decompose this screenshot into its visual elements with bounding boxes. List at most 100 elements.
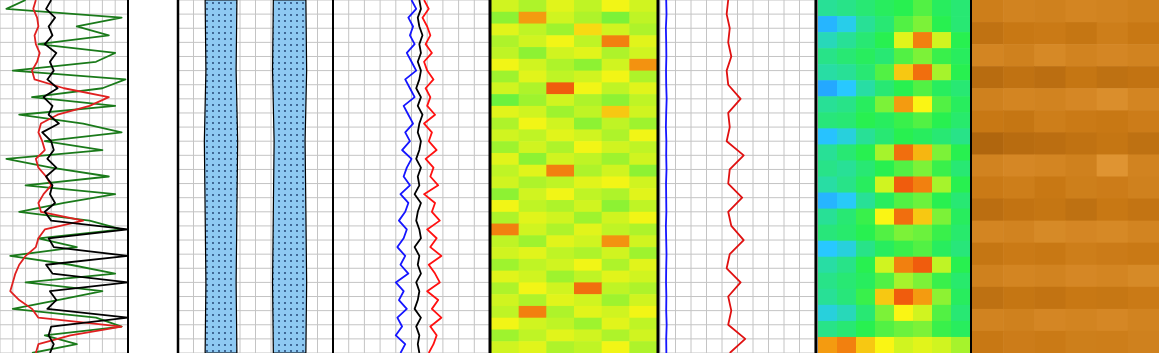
image-cell bbox=[972, 331, 1004, 353]
image-cell bbox=[932, 160, 952, 177]
grid-line-y bbox=[660, 98, 815, 99]
image-cell bbox=[856, 337, 876, 353]
image-cell bbox=[932, 209, 952, 226]
image-cell bbox=[837, 273, 857, 290]
grid-line-x bbox=[25, 0, 26, 353]
image-cell bbox=[546, 306, 574, 318]
image-cell bbox=[913, 225, 933, 242]
grid-line-y bbox=[178, 141, 333, 142]
image-cell bbox=[574, 59, 602, 71]
image-cell bbox=[629, 12, 657, 24]
grid-line-x bbox=[411, 0, 412, 353]
image-cell bbox=[856, 193, 876, 210]
grid-line-y bbox=[660, 70, 815, 71]
image-cell bbox=[629, 259, 657, 271]
image-cell bbox=[875, 225, 895, 242]
image-cell bbox=[1034, 22, 1066, 45]
image-cell bbox=[818, 209, 838, 226]
image-cell bbox=[875, 177, 895, 194]
image-cell bbox=[913, 80, 933, 97]
image-cell bbox=[951, 321, 970, 338]
grid-line-y bbox=[0, 338, 128, 339]
grid-line-y bbox=[333, 84, 490, 85]
image-cell bbox=[546, 106, 574, 118]
grid-line-y bbox=[660, 84, 815, 85]
image-cell bbox=[491, 235, 519, 247]
image-cell bbox=[491, 224, 519, 236]
image-cell bbox=[894, 225, 914, 242]
image-cell bbox=[913, 160, 933, 177]
image-cell bbox=[602, 71, 630, 83]
grid-line-y bbox=[178, 183, 333, 184]
image-cell bbox=[519, 0, 547, 12]
log-curve bbox=[727, 0, 746, 353]
image-cell bbox=[837, 64, 857, 81]
image-cell bbox=[546, 177, 574, 189]
caliper-band bbox=[273, 0, 307, 353]
grid-line-y bbox=[660, 14, 815, 15]
grid-line-x bbox=[255, 0, 256, 353]
grid-line-x bbox=[784, 0, 785, 353]
image-cell bbox=[1097, 199, 1129, 222]
image-cell bbox=[951, 160, 970, 177]
marks bbox=[972, 0, 1159, 353]
track bbox=[178, 0, 333, 353]
image-cell bbox=[519, 12, 547, 24]
image-cell bbox=[629, 165, 657, 177]
image-cell bbox=[1066, 287, 1098, 310]
image-cell bbox=[875, 80, 895, 97]
image-cell bbox=[875, 128, 895, 145]
image-cell bbox=[1034, 309, 1066, 332]
image-cell bbox=[519, 282, 547, 294]
image-cell bbox=[1066, 331, 1098, 353]
image-cell bbox=[1097, 22, 1129, 45]
image-cell bbox=[629, 94, 657, 106]
image-cell bbox=[894, 32, 914, 49]
grid-line-x bbox=[128, 0, 129, 353]
grid-line-y bbox=[178, 56, 333, 57]
image-cell bbox=[818, 257, 838, 274]
image-cell bbox=[837, 32, 857, 49]
image-cell bbox=[951, 80, 970, 97]
image-cell bbox=[602, 141, 630, 153]
image-cell bbox=[972, 44, 1004, 67]
track bbox=[660, 0, 815, 353]
grid-line-y bbox=[178, 197, 333, 198]
image-cell bbox=[519, 177, 547, 189]
image-cell bbox=[1003, 177, 1035, 200]
image-cell bbox=[913, 289, 933, 306]
grid-line-y bbox=[178, 211, 333, 212]
image-cell bbox=[629, 177, 657, 189]
image-cell bbox=[818, 305, 838, 322]
image-cell bbox=[574, 35, 602, 47]
grid-line-y bbox=[333, 155, 490, 156]
image-cell bbox=[951, 209, 970, 226]
image-cell bbox=[574, 47, 602, 59]
image-cell bbox=[519, 235, 547, 247]
grid-line-x bbox=[675, 0, 676, 353]
image-cell bbox=[629, 129, 657, 141]
grid-line-x bbox=[427, 0, 428, 353]
grid-line-x bbox=[380, 0, 381, 353]
image-cell bbox=[602, 177, 630, 189]
grid-line-y bbox=[178, 112, 333, 113]
image-cell bbox=[913, 177, 933, 194]
grid-line-y bbox=[333, 112, 490, 113]
image-cell bbox=[875, 48, 895, 65]
image-cell bbox=[1097, 309, 1129, 332]
track-border bbox=[970, 0, 972, 353]
image-cell bbox=[1034, 0, 1066, 23]
image-cell bbox=[894, 160, 914, 177]
grid bbox=[178, 0, 333, 353]
image-cell bbox=[951, 289, 970, 306]
image-cell bbox=[1003, 22, 1035, 45]
image-cell bbox=[951, 64, 970, 81]
marks bbox=[204, 0, 306, 353]
image-cell bbox=[951, 0, 970, 17]
image-cell bbox=[837, 0, 857, 17]
image-cell bbox=[818, 48, 838, 65]
image-cell bbox=[629, 47, 657, 59]
grid-line-y bbox=[178, 28, 333, 29]
grid-line-y bbox=[660, 169, 815, 170]
grid bbox=[333, 0, 490, 353]
